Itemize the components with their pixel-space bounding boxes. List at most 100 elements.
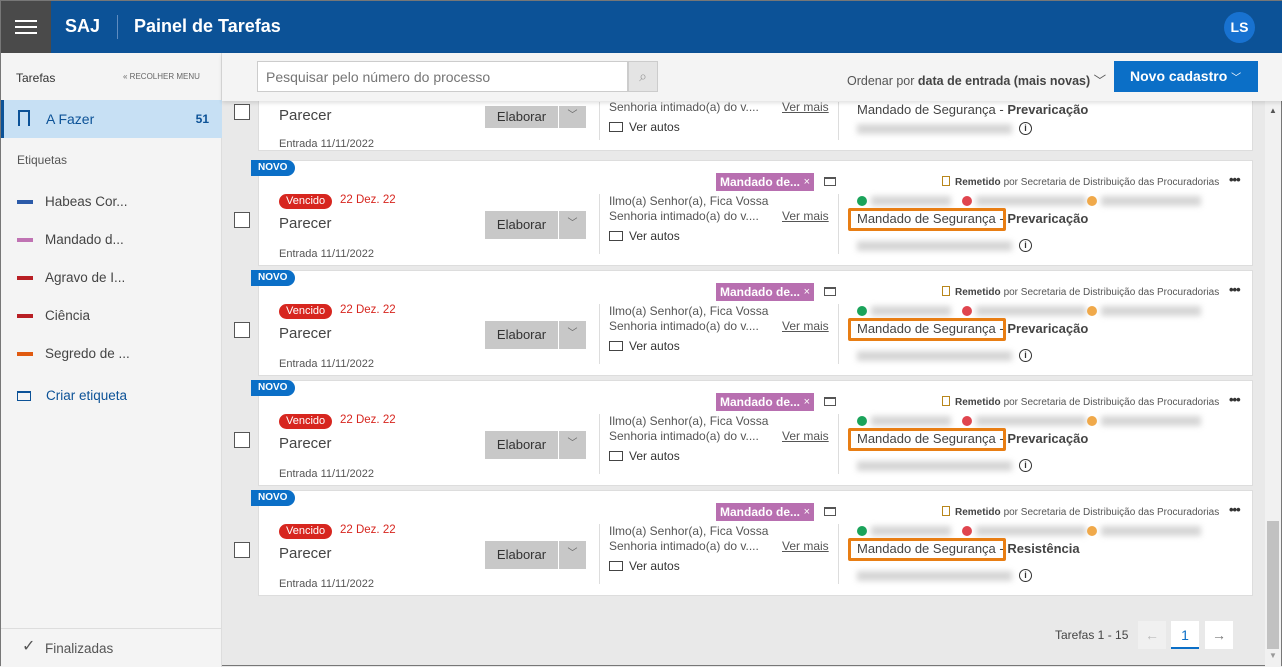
elaborar-button[interactable]: Elaborar [485, 211, 558, 239]
add-label-icon[interactable] [824, 397, 836, 406]
add-label-icon[interactable] [824, 177, 836, 186]
sidebar-label-text: Segredo de ... [45, 346, 130, 361]
forwarded-label: Remetido [955, 177, 1001, 188]
elaborar-button[interactable]: Elaborar [485, 431, 558, 459]
task-card[interactable]: NOVO Vencido 22 Dez. 22 Parecer Entrada … [251, 270, 1253, 376]
elaborar-button[interactable]: Elaborar [485, 321, 558, 349]
add-label-icon[interactable] [824, 287, 836, 296]
see-more-link[interactable]: Ver mais [782, 539, 829, 553]
info-icon[interactable]: i [1019, 349, 1032, 362]
sort-dropdown[interactable]: Ordenar por data de entrada (mais novas)… [847, 70, 1106, 89]
more-options-icon[interactable]: ••• [1229, 172, 1241, 187]
label-chip[interactable]: Mandado de... × [716, 173, 814, 191]
task-checkbox[interactable] [234, 542, 250, 558]
redacted-party [1101, 526, 1201, 536]
elaborar-dropdown[interactable]: ﹀ [559, 541, 586, 569]
add-label-icon[interactable] [824, 507, 836, 516]
remove-label-icon[interactable]: × [803, 396, 810, 408]
info-icon[interactable]: i [1019, 239, 1032, 252]
task-card[interactable]: NOVO Vencido 22 Dez. 22 Parecer Entrada … [251, 490, 1253, 596]
info-icon[interactable]: i [1019, 122, 1032, 135]
create-label-text: Criar etiqueta [46, 388, 128, 403]
task-card[interactable]: NOVO Vencido 22 Dez. 22 Parecer Entrada … [251, 160, 1253, 266]
divider [599, 304, 600, 364]
forwarded-label: Remetido [955, 397, 1001, 408]
more-options-icon[interactable]: ••• [1229, 282, 1241, 297]
key-circle-icon [1087, 306, 1097, 316]
message-text: Ilmo(a) Senhor(a), Fica Vossa Senhoria in… [609, 194, 769, 224]
status-badge: Vencido [279, 304, 333, 319]
more-options-icon[interactable]: ••• [1229, 502, 1241, 517]
forwarded-by: por Secretaria de Distribuição das Procu… [1003, 177, 1220, 188]
avatar[interactable]: LS [1224, 12, 1255, 43]
sidebar-item-finalizadas[interactable]: ✓ Finalizadas [1, 628, 222, 667]
highlight-box [848, 538, 1006, 561]
see-more-link[interactable]: Ver mais [782, 209, 829, 223]
forwarded-by: por Secretaria de Distribuição das Procu… [1003, 287, 1220, 298]
elaborar-dropdown[interactable]: ﹀ [559, 431, 586, 459]
new-badge: NOVO [251, 380, 295, 396]
search-input[interactable] [257, 61, 628, 92]
see-more-link[interactable]: Ver mais [782, 101, 829, 114]
elaborar-button[interactable]: Elaborar [485, 106, 558, 128]
view-records-link[interactable]: Ver autos [609, 449, 680, 463]
scroll-down-icon[interactable]: ▼ [1269, 651, 1277, 660]
sidebar-label-item[interactable]: Segredo de ... [17, 345, 217, 365]
remove-label-icon[interactable]: × [803, 176, 810, 188]
view-records-link[interactable]: Ver autos [609, 339, 680, 353]
message-line: Ilmo(a) Senhor(a), Fica Vossa [609, 524, 769, 538]
label-chip[interactable]: Mandado de... × [716, 283, 814, 301]
scroll-up-icon[interactable]: ▲ [1269, 106, 1277, 115]
sidebar-label-item[interactable]: Ciência [17, 307, 217, 327]
sidebar-label-item[interactable]: Agravo de I... [17, 269, 217, 289]
key-circle-icon [1087, 416, 1097, 426]
message-text: Ilmo(a) Senhor(a), Fica Vossa Senhoria in… [609, 414, 769, 444]
divider [599, 414, 600, 474]
class-text: Mandado de Segurança - [857, 102, 1008, 117]
new-record-button[interactable]: Novo cadastro ﹀ [1114, 61, 1258, 92]
remove-label-icon[interactable]: × [803, 286, 810, 298]
search-button[interactable]: ⌕ [628, 61, 658, 92]
task-card[interactable]: NOVO Vencido 22 Dez. 22 Parecer Entrada … [251, 380, 1253, 486]
chevron-down-icon: ﹀ [1093, 74, 1107, 88]
elaborar-button[interactable]: Elaborar [485, 541, 558, 569]
view-records-link[interactable]: Ver autos [609, 229, 680, 243]
sidebar-label-text: Habeas Cor... [45, 194, 128, 209]
see-more-link[interactable]: Ver mais [782, 429, 829, 443]
redacted-party [1101, 196, 1201, 206]
task-checkbox[interactable] [234, 322, 250, 338]
task-checkbox[interactable] [234, 212, 250, 228]
collapse-menu-button[interactable]: « RECOLHER MENU [123, 72, 200, 81]
scrollbar[interactable]: ▲ ▼ [1265, 101, 1281, 667]
sidebar-item-a-fazer[interactable]: A Fazer 51 [1, 100, 222, 138]
task-checkbox[interactable] [234, 104, 250, 120]
key-circle-icon [1087, 526, 1097, 536]
due-date: 22 Dez. 22 [340, 304, 396, 316]
elaborar-dropdown[interactable]: ﹀ [559, 321, 586, 349]
sidebar-label-item[interactable]: Mandado d... [17, 231, 217, 251]
view-records-link[interactable]: Ver autos [609, 559, 680, 573]
info-icon[interactable]: i [1019, 569, 1032, 582]
label-chip[interactable]: Mandado de... × [716, 503, 814, 521]
view-records-link[interactable]: Ver autos [609, 120, 680, 134]
divider [838, 524, 839, 584]
elaborar-dropdown[interactable]: ﹀ [559, 106, 586, 128]
menu-icon[interactable] [1, 1, 51, 53]
remove-label-icon[interactable]: × [803, 506, 810, 518]
more-options-icon[interactable]: ••• [1229, 392, 1241, 407]
see-more-link[interactable]: Ver mais [782, 319, 829, 333]
document-icon [942, 396, 950, 406]
prev-page-button[interactable]: ← [1138, 621, 1166, 649]
task-checkbox[interactable] [234, 432, 250, 448]
next-page-button[interactable]: → [1205, 621, 1233, 649]
label-chip[interactable]: Mandado de... × [716, 393, 814, 411]
brand-logo[interactable]: SAJ [65, 16, 101, 36]
sidebar-label-item[interactable]: Habeas Cor... [17, 193, 217, 213]
elaborar-dropdown[interactable]: ﹀ [559, 211, 586, 239]
task-list: Parecer Entrada 11/11/2022 Elaborar ﹀ Se… [222, 101, 1262, 667]
info-icon[interactable]: i [1019, 459, 1032, 472]
message-text: Senhoria intimado(a) do v.... [609, 101, 759, 114]
scrollbar-thumb[interactable] [1267, 521, 1279, 649]
page-1-button[interactable]: 1 [1171, 621, 1199, 649]
minus-circle-icon [962, 306, 972, 316]
